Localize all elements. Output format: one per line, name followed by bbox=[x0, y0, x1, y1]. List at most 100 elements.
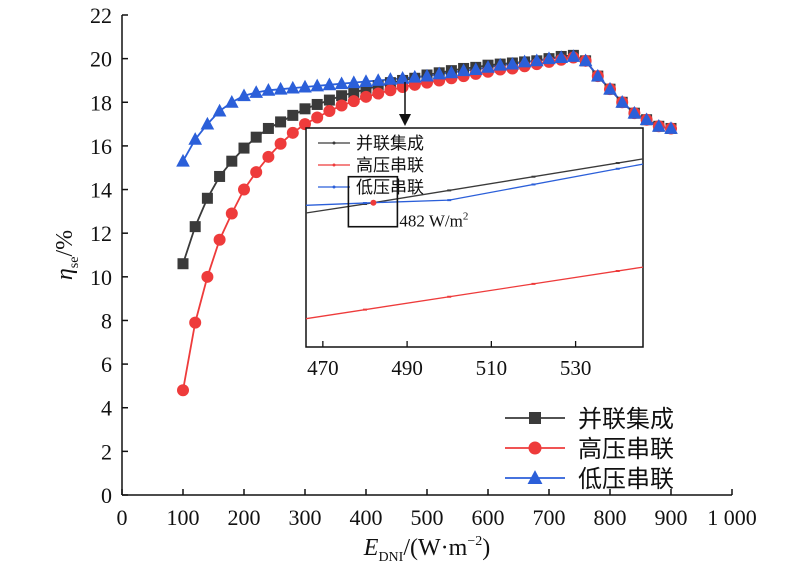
data-point-low-pressure bbox=[310, 78, 325, 92]
data-point-low-pressure bbox=[261, 83, 276, 96]
data-point-low-pressure bbox=[529, 53, 544, 67]
x-axis-title-close: ) bbox=[482, 535, 490, 561]
data-point-high-pressure bbox=[311, 111, 324, 124]
intersection-highlight-box bbox=[347, 175, 399, 228]
data-point-high-pressure bbox=[225, 207, 238, 220]
data-point-low-pressure bbox=[176, 153, 190, 167]
y-tick-label: 0 bbox=[101, 483, 112, 508]
legend-label-parallel: 并联集成 bbox=[578, 405, 674, 433]
data-point-low-pressure bbox=[651, 119, 666, 132]
data-point-high-pressure bbox=[274, 137, 287, 150]
data-point-low-pressure bbox=[664, 121, 678, 134]
y-axis-title-subscript: se bbox=[67, 257, 82, 269]
data-point-high-pressure bbox=[262, 150, 275, 163]
data-point-parallel bbox=[348, 86, 360, 98]
inset-x-tick-label: 470 bbox=[307, 356, 339, 380]
data-point-low-pressure bbox=[249, 85, 264, 98]
x-axis-title-symbol: E bbox=[363, 535, 379, 561]
y-tick-label: 12 bbox=[90, 221, 112, 246]
legend-marker-low-pressure bbox=[527, 470, 543, 484]
y-axis-title-unit: /% bbox=[52, 230, 78, 257]
y-tick-label: 6 bbox=[101, 352, 112, 377]
data-point-high-pressure bbox=[384, 84, 397, 97]
data-point-high-pressure bbox=[286, 126, 299, 139]
data-point-parallel bbox=[360, 83, 372, 95]
data-point-parallel bbox=[311, 98, 323, 110]
inset-legend-label-low-pressure: 低压串联 bbox=[356, 178, 424, 198]
inset-series-line-low-pressure bbox=[305, 163, 644, 206]
data-point-low-pressure bbox=[639, 112, 654, 126]
y-tick-label: 20 bbox=[90, 47, 112, 72]
data-point-low-pressure bbox=[273, 81, 288, 95]
data-point-low-pressure bbox=[456, 63, 471, 77]
data-point-low-pressure bbox=[603, 81, 617, 95]
data-point-high-pressure bbox=[360, 90, 372, 103]
data-point-parallel bbox=[226, 155, 238, 167]
y-axis-title-symbol: η bbox=[52, 268, 78, 280]
y-tick-label: 18 bbox=[90, 90, 112, 115]
x-tick-label: 100 bbox=[167, 505, 200, 530]
data-point-low-pressure bbox=[627, 105, 642, 119]
y-tick-label: 22 bbox=[90, 3, 112, 28]
data-point-low-pressure bbox=[615, 95, 630, 108]
data-point-low-pressure bbox=[407, 69, 422, 83]
x-tick-label: 300 bbox=[289, 505, 322, 530]
data-point-low-pressure bbox=[346, 75, 361, 89]
x-tick-label: 800 bbox=[594, 505, 627, 530]
data-point-parallel bbox=[287, 109, 299, 121]
data-point-low-pressure bbox=[298, 79, 312, 93]
data-point-low-pressure bbox=[578, 53, 593, 67]
series-markers bbox=[176, 49, 678, 397]
data-point-parallel bbox=[189, 221, 201, 233]
data-point-low-pressure bbox=[334, 76, 349, 90]
data-point-low-pressure bbox=[554, 50, 569, 63]
data-point-low-pressure bbox=[481, 60, 495, 73]
x-axis-title-subscript: DNI bbox=[378, 550, 403, 565]
data-point-high-pressure bbox=[250, 166, 263, 179]
inset-series-line-high-pressure bbox=[305, 266, 644, 320]
data-point-low-pressure bbox=[212, 103, 227, 117]
inset-x-tick-label: 490 bbox=[391, 356, 423, 380]
legend-label-low-pressure: 低压串联 bbox=[578, 465, 674, 493]
inset-x-axis-ticks: 470 490 510 530 bbox=[307, 341, 591, 380]
data-point-low-pressure bbox=[420, 68, 434, 82]
x-tick-label: 200 bbox=[228, 505, 261, 530]
legend-marker-high-pressure bbox=[528, 441, 542, 455]
data-point-high-pressure bbox=[372, 87, 385, 100]
data-point-low-pressure bbox=[224, 95, 239, 108]
data-point-parallel bbox=[275, 116, 287, 128]
y-tick-label: 8 bbox=[101, 308, 112, 333]
x-tick-label: 600 bbox=[472, 505, 505, 530]
data-point-low-pressure bbox=[285, 80, 300, 94]
inset-legend-label-high-pressure: 高压串联 bbox=[356, 156, 424, 176]
data-point-high-pressure bbox=[177, 384, 189, 397]
inset-x-tick-label: 530 bbox=[560, 356, 592, 380]
data-point-low-pressure bbox=[432, 66, 447, 80]
data-point-low-pressure bbox=[590, 68, 605, 82]
y-axis-title: ηse/% bbox=[52, 230, 82, 280]
data-point-high-pressure bbox=[213, 233, 226, 246]
inset-legend-dot-parallel bbox=[332, 141, 336, 145]
y-tick-label: 10 bbox=[90, 265, 112, 290]
intersection-label-exponent: 2 bbox=[463, 211, 469, 223]
data-point-low-pressure bbox=[188, 132, 203, 145]
data-point-low-pressure bbox=[237, 88, 251, 102]
data-point-parallel bbox=[177, 258, 189, 270]
x-tick-label: 1 000 bbox=[707, 505, 757, 530]
x-tick-label: 500 bbox=[411, 505, 444, 530]
data-point-parallel bbox=[201, 192, 213, 204]
intersection-point bbox=[370, 199, 377, 206]
data-point-parallel bbox=[372, 80, 384, 92]
data-point-high-pressure bbox=[238, 183, 250, 196]
data-point-low-pressure bbox=[371, 73, 386, 86]
data-point-high-pressure bbox=[189, 316, 202, 329]
inset-legend-dot-high-pressure bbox=[332, 163, 336, 167]
data-point-low-pressure bbox=[395, 71, 410, 84]
x-axis-title: EDNI/(W·m−2) bbox=[363, 534, 490, 565]
data-point-low-pressure bbox=[493, 57, 508, 71]
data-point-parallel bbox=[214, 170, 226, 182]
